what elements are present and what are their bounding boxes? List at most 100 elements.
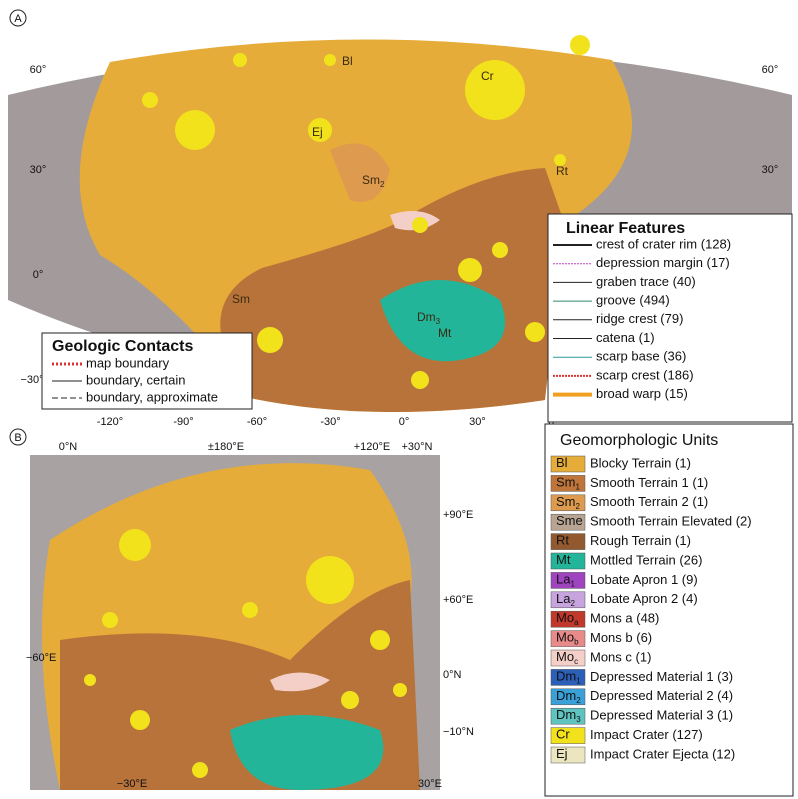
- sub: b: [574, 638, 579, 647]
- contacts-box: [41, 332, 253, 410]
- legend-title: Geologic Contacts: [52, 338, 193, 355]
- code: Sm: [232, 292, 250, 306]
- crater: [370, 630, 390, 650]
- code: Mt: [556, 552, 571, 567]
- sub: 2: [576, 696, 581, 705]
- unit-swatch: [550, 533, 586, 550]
- label: Lobate Apron 2 (4): [590, 591, 698, 606]
- unit-label: Sm2: [362, 173, 385, 189]
- label: 60°: [30, 64, 47, 76]
- label: Depressed Material 3 (1): [590, 708, 733, 723]
- unit-code: Bl: [556, 455, 568, 470]
- unit-code: Sme: [556, 514, 583, 529]
- crater: [130, 710, 150, 730]
- unit-label: Sm: [232, 292, 250, 306]
- label: A: [14, 13, 22, 25]
- code: Ej: [556, 746, 568, 761]
- unit-code: Dm1: [556, 669, 581, 686]
- code: Dm: [556, 669, 576, 684]
- legend-title: Geomorphologic Units: [560, 432, 718, 449]
- mottled-terrain: [230, 715, 384, 790]
- label: depression margin (17): [596, 255, 730, 270]
- unit-code: Sm2: [556, 494, 581, 511]
- unit-swatch: [550, 591, 586, 609]
- unit-swatch: [550, 688, 586, 706]
- unit-swatch: [550, 707, 586, 725]
- sub: c: [574, 657, 578, 666]
- label: Impact Crater (127): [590, 727, 703, 742]
- unit-swatch: [550, 610, 586, 628]
- map-a: [8, 35, 792, 413]
- label: Impact Crater Ejecta (12): [590, 746, 735, 761]
- sub: 2: [380, 180, 385, 189]
- unit-swatch: [550, 727, 586, 744]
- code: La: [556, 572, 571, 587]
- unit-label: Cr: [481, 69, 494, 83]
- unit-swatch: [550, 572, 586, 589]
- label: 30°: [30, 164, 47, 176]
- label: 30°: [469, 416, 486, 428]
- label: 0°: [33, 269, 44, 281]
- label: 30°E: [418, 778, 442, 790]
- label: broad warp (15): [596, 386, 688, 401]
- craters: [84, 529, 407, 778]
- unit-code: Moa: [556, 611, 579, 628]
- label: −30°: [20, 374, 43, 386]
- label: Mottled Terrain (26): [590, 552, 702, 567]
- code: Bl: [342, 54, 353, 68]
- linear-box: [547, 213, 793, 423]
- crater: [257, 327, 283, 353]
- unit-code: La1: [556, 572, 575, 589]
- label: +60°E: [443, 594, 473, 606]
- sub: 2: [570, 599, 575, 608]
- label: Mons c (1): [590, 649, 651, 664]
- unit-swatch: [550, 746, 586, 764]
- label: Smooth Terrain 1 (1): [590, 475, 708, 490]
- code: Dm: [556, 688, 576, 703]
- label: 0°N: [443, 669, 462, 681]
- label: Mons a (48): [590, 611, 659, 626]
- crater: [411, 371, 429, 389]
- label: 60°: [762, 64, 779, 76]
- unit-swatch: [550, 494, 586, 512]
- code: Dm: [556, 708, 576, 723]
- label: Lobate Apron 1 (9): [590, 572, 698, 587]
- unit-code: Ej: [556, 746, 568, 761]
- label: ±180°E: [208, 441, 244, 453]
- sub: 3: [436, 317, 441, 326]
- code: Cr: [556, 727, 570, 742]
- unit-code: La2: [556, 591, 575, 608]
- label: -30°: [320, 416, 340, 428]
- code: Mo: [556, 649, 574, 664]
- units-box: [544, 423, 794, 797]
- crater: [412, 217, 428, 233]
- label: B: [14, 432, 21, 444]
- craters: [142, 35, 590, 389]
- unit-label: Bl: [342, 54, 353, 68]
- label: 0°: [399, 416, 410, 428]
- crater: [308, 118, 332, 142]
- unit-code: Dm2: [556, 688, 581, 705]
- label: Smooth Terrain Elevated (2): [590, 514, 752, 529]
- unit-swatch: [550, 475, 586, 492]
- label: crest of crater rim (128): [596, 236, 731, 251]
- legend-title: Linear Features: [566, 220, 685, 237]
- label: −60°E: [26, 652, 56, 664]
- unit-swatch: [550, 630, 586, 647]
- map-b: [30, 455, 440, 790]
- unit-code: Rt: [556, 533, 569, 548]
- crater: [242, 602, 258, 618]
- crater: [465, 60, 525, 120]
- crater: [306, 556, 354, 604]
- unit-code: Sm1: [556, 475, 581, 492]
- smooth-terrain-2: [330, 143, 390, 202]
- code: Rt: [556, 164, 569, 178]
- mottled-terrain: [380, 280, 505, 362]
- label: +30°N: [401, 441, 432, 453]
- label: Blocky Terrain (1): [590, 455, 691, 470]
- sub: 1: [576, 483, 581, 492]
- sub: a: [574, 618, 579, 627]
- unit-code: Cr: [556, 727, 570, 742]
- label: −10°N: [443, 726, 474, 738]
